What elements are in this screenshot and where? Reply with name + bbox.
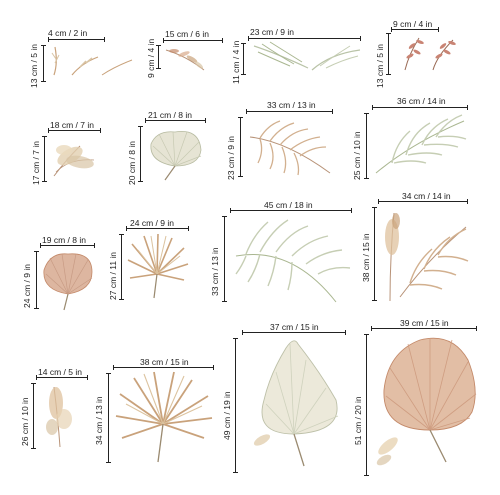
width-label: 19 cm / 8 in xyxy=(42,235,86,245)
width-label: 34 cm / 14 in xyxy=(402,191,451,201)
width-dimension-line xyxy=(371,326,477,331)
height-dimension-line xyxy=(156,45,161,69)
height-label: 13 cm / 5 in xyxy=(375,44,385,88)
height-label: 9 cm / 4 in xyxy=(146,38,156,78)
grass-sprays-icon xyxy=(253,41,361,71)
width-dimension-line xyxy=(126,226,189,231)
width-dimension-line xyxy=(145,118,206,123)
height-label: 34 cm / 13 in xyxy=(94,396,104,445)
height-label: 17 cm / 7 in xyxy=(31,141,41,185)
width-label: 18 cm / 7 in xyxy=(50,120,94,130)
height-dimension-line xyxy=(364,334,369,476)
tan-fan-palm-icon xyxy=(127,233,189,299)
height-label: 20 cm / 8 in xyxy=(127,141,137,185)
height-dimension-line xyxy=(34,251,39,309)
width-label: 15 cm / 6 in xyxy=(165,29,209,39)
height-dimension-line xyxy=(119,234,124,300)
dried-stems-icon xyxy=(51,46,133,76)
height-label: 24 cm / 9 in xyxy=(22,264,32,308)
width-dimension-line xyxy=(113,365,214,370)
height-dimension-line xyxy=(233,338,238,473)
width-dimension-line xyxy=(48,128,101,133)
terracotta-fan-leaf-icon xyxy=(376,337,477,466)
width-label: 24 cm / 9 in xyxy=(130,218,174,228)
dried-sprig-icon xyxy=(165,49,205,71)
pampas-plume-icon xyxy=(53,145,95,177)
width-dimension-line xyxy=(36,375,88,380)
pink-leaf-sprigs-icon xyxy=(404,37,456,71)
width-label: 23 cm / 9 in xyxy=(250,27,294,37)
round-palm-leaf-icon xyxy=(150,131,202,181)
width-label: 21 cm / 8 in xyxy=(148,110,192,120)
large-fan-palm-icon xyxy=(115,371,213,463)
height-dimension-line xyxy=(241,43,246,75)
height-dimension-line xyxy=(41,45,46,82)
width-label: 9 cm / 4 in xyxy=(393,19,433,29)
width-dimension-line xyxy=(246,109,333,114)
height-dimension-line xyxy=(42,136,47,182)
width-dimension-line xyxy=(391,27,439,32)
width-dimension-line xyxy=(40,243,95,248)
frond-and-pampas-icon xyxy=(385,212,469,302)
width-label: 14 cm / 5 in xyxy=(38,367,82,377)
height-dimension-line xyxy=(222,216,227,302)
height-label: 51 cm / 20 in xyxy=(353,396,363,445)
sage-palm-frond-icon xyxy=(375,114,467,174)
width-label: 37 cm / 15 in xyxy=(270,322,319,332)
width-label: 33 cm / 13 in xyxy=(267,100,316,110)
width-label: 45 cm / 18 in xyxy=(264,200,313,210)
width-label: 4 cm / 2 in xyxy=(48,28,88,38)
height-label: 33 cm / 13 in xyxy=(210,247,220,296)
height-dimension-line xyxy=(386,33,391,75)
height-label: 38 cm / 15 in xyxy=(361,233,371,282)
width-dimension-line xyxy=(248,36,361,41)
height-dimension-line xyxy=(106,373,111,463)
height-dimension-line xyxy=(138,126,143,182)
height-label: 13 cm / 5 in xyxy=(29,44,39,88)
width-dimension-line xyxy=(48,37,105,42)
width-label: 39 cm / 15 in xyxy=(400,318,449,328)
height-label: 27 cm / 11 in xyxy=(108,251,118,300)
pink-fan-palm-icon xyxy=(43,253,93,311)
width-label: 36 cm / 14 in xyxy=(397,96,446,106)
width-dimension-line xyxy=(230,208,352,213)
height-dimension-line xyxy=(372,207,377,301)
width-dimension-line xyxy=(163,38,223,43)
height-label: 49 cm / 19 in xyxy=(222,391,232,440)
large-sage-frond-icon xyxy=(235,219,351,303)
height-label: 23 cm / 9 in xyxy=(226,136,236,180)
cream-palm-leaf-icon xyxy=(253,340,339,467)
height-label: 25 cm / 10 in xyxy=(352,131,362,180)
height-dimension-line xyxy=(364,113,369,179)
height-dimension-line xyxy=(238,117,243,177)
width-dimension-line xyxy=(242,330,346,335)
beige-palm-frond-icon xyxy=(249,120,331,176)
height-dimension-line xyxy=(31,383,36,449)
height-label: 11 cm / 4 in xyxy=(231,40,241,84)
width-dimension-line xyxy=(378,199,468,204)
width-dimension-line xyxy=(372,105,468,110)
height-label: 26 cm / 10 in xyxy=(20,397,30,446)
pampas-stem-icon xyxy=(46,386,72,448)
width-label: 38 cm / 15 in xyxy=(140,357,189,367)
